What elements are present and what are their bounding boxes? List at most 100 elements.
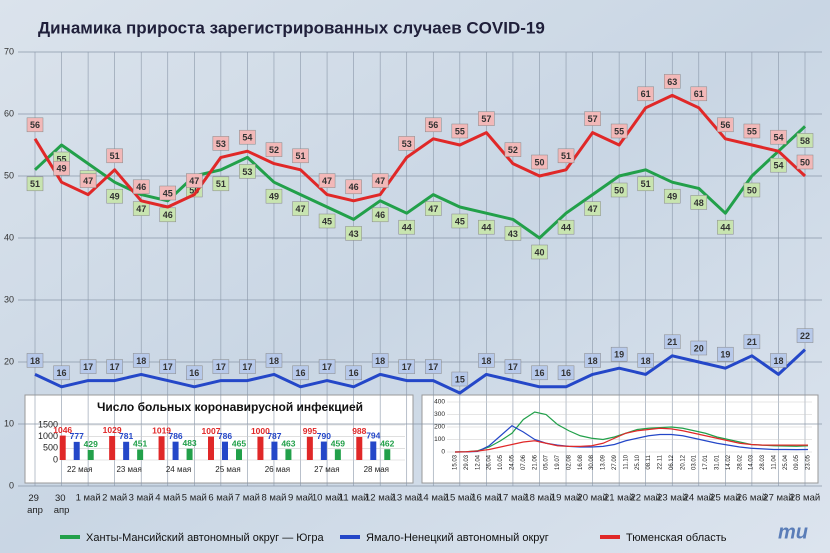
data-label: 16: [349, 368, 359, 378]
data-label-box: [663, 334, 681, 350]
data-label-box: [451, 123, 469, 139]
data-label: 55: [455, 126, 465, 136]
inset-title: Число больных коронавирусной инфекцией: [97, 400, 363, 414]
data-label: 18: [773, 356, 783, 366]
x-tick-label: 29 апр: [27, 493, 43, 516]
x-tick-label: 27 май: [763, 493, 793, 504]
x-tick-label: 16.08: [578, 454, 584, 470]
data-label: 18: [136, 356, 146, 366]
y-tick-label: 0: [53, 454, 58, 464]
data-label: 46: [349, 182, 359, 192]
bar: [73, 441, 80, 460]
data-label-box: [531, 365, 548, 381]
y-tick-label: 1500: [38, 419, 58, 429]
x-tick-label: 5 май: [182, 493, 207, 504]
data-label-box: [132, 179, 150, 195]
x-tick-label: 11.04: [771, 454, 777, 469]
data-label: 16: [57, 368, 67, 378]
data-label: 17: [428, 362, 438, 372]
data-label: 50: [747, 185, 757, 195]
data-label: 988: [352, 426, 366, 436]
data-label: 49: [57, 164, 67, 174]
data-label: 40: [534, 247, 544, 257]
data-label: 55: [614, 126, 624, 136]
data-label: 45: [163, 188, 173, 198]
x-tick-label: 27.09: [612, 454, 618, 470]
data-label-box: [106, 148, 123, 164]
data-label: 51: [561, 151, 571, 161]
data-label: 22: [800, 331, 810, 341]
data-label-box: [531, 244, 548, 260]
data-label-box: [743, 334, 761, 350]
data-label: 1019: [152, 425, 171, 435]
data-label-box: [239, 129, 256, 145]
data-label-box: [26, 353, 44, 368]
data-label-box: [345, 226, 362, 241]
x-tick-label: 24.05: [510, 454, 516, 470]
x-tick-label: 24 май: [684, 493, 714, 504]
y-tick-label: 500: [43, 443, 58, 453]
data-label-box: [212, 359, 230, 374]
data-label-box: [26, 176, 44, 192]
data-label-box: [770, 157, 787, 173]
data-label: 20: [694, 343, 704, 353]
x-tick-label: 10 май: [312, 493, 342, 504]
data-label: 16: [534, 368, 544, 378]
data-label-box: [265, 188, 283, 204]
x-tick-label: 19.07: [555, 454, 561, 470]
data-label: 54: [242, 133, 252, 143]
x-tick-label: 23.05: [806, 454, 812, 470]
bar: [186, 448, 193, 460]
x-tick-label: 13.09: [601, 454, 607, 470]
x-tick-label: 6 май: [208, 493, 233, 504]
data-label: 790: [317, 431, 331, 441]
x-tick-label: 22 май: [631, 493, 661, 504]
data-label-box: [637, 353, 654, 368]
x-tick-label: 16 май: [471, 493, 501, 504]
bar: [87, 449, 94, 460]
data-label: 57: [481, 114, 491, 124]
x-tick-label: 14 май: [418, 493, 448, 504]
x-tick-label: 21.06: [532, 454, 538, 470]
data-label-box: [504, 142, 522, 157]
data-label-box: [53, 160, 70, 176]
data-label-box: [717, 346, 734, 362]
data-label: 43: [349, 229, 359, 239]
data-label-box: [79, 173, 97, 188]
x-tick-label: 12.04: [475, 454, 481, 470]
x-tick-label: 10.05: [498, 454, 504, 470]
x-tick-label: 08.11: [646, 454, 652, 469]
y-tick-label: 300: [434, 411, 445, 418]
data-label-box: [425, 117, 442, 133]
x-tick-label: 03.01: [692, 454, 698, 470]
data-label: 18: [30, 356, 40, 366]
data-label-box: [610, 182, 628, 198]
data-label-box: [557, 148, 575, 164]
data-label: 47: [322, 176, 332, 186]
data-label-box: [637, 176, 654, 192]
bar: [137, 449, 144, 460]
data-label: 786: [168, 431, 182, 441]
data-label-box: [451, 213, 469, 229]
x-tick-label: 7 май: [235, 493, 260, 504]
data-label-box: [770, 129, 787, 145]
data-label: 47: [83, 176, 93, 186]
x-tick-label: 8 май: [261, 493, 286, 504]
x-tick-label: 19 май: [551, 493, 581, 504]
data-label: 52: [269, 145, 279, 155]
data-label: 1046: [53, 425, 72, 435]
x-tick-label: 21 май: [604, 493, 634, 504]
bar: [123, 441, 130, 460]
bar: [285, 449, 292, 460]
data-label: 63: [667, 77, 677, 87]
data-label: 46: [136, 182, 146, 192]
data-label: 483: [182, 438, 196, 448]
data-label-box: [584, 201, 601, 216]
x-tick-label: 28 мая: [364, 465, 389, 474]
data-label-box: [292, 365, 309, 381]
x-tick-label: 09.05: [794, 454, 800, 470]
x-tick-label: 25 мая: [215, 465, 240, 474]
data-label-box: [186, 365, 203, 381]
data-label-box: [796, 133, 814, 148]
data-label: 50: [189, 185, 199, 195]
